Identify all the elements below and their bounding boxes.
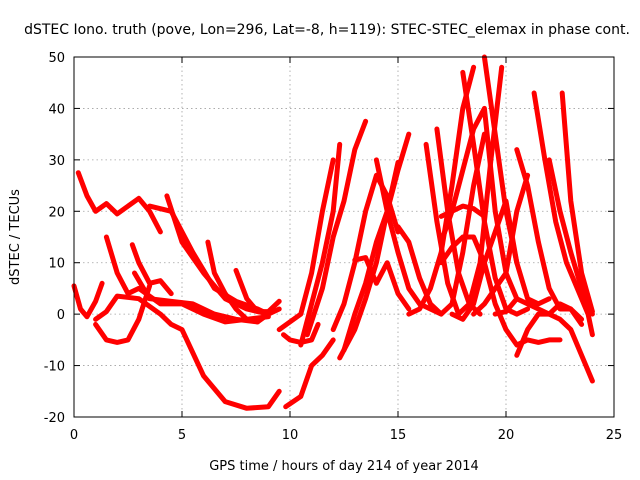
series-line-arc-5 xyxy=(93,293,282,411)
series-line-arc-19 xyxy=(341,159,401,353)
chart-title: dSTEC Iono. truth (pove, Lon=296, Lat=-8… xyxy=(24,22,630,38)
y-tick-label: 20 xyxy=(48,205,65,220)
series-line-arc-37 xyxy=(514,311,595,384)
y-tick-label: 0 xyxy=(57,308,65,323)
series-line-arc-8 xyxy=(147,203,271,317)
y-tick-label: -20 xyxy=(44,411,65,426)
plot-frame xyxy=(73,56,615,418)
series-line-arc-26 xyxy=(438,105,520,302)
x-tick-label: 15 xyxy=(390,428,407,443)
series-line-arc-15 xyxy=(298,141,343,348)
series-line-arc-14 xyxy=(276,157,336,333)
series-line-arc-10 xyxy=(205,239,282,325)
series-line-arc-21 xyxy=(373,157,444,317)
series-line-arc-36 xyxy=(559,90,595,315)
series-line-arc-3 xyxy=(93,283,153,345)
series-line-arc-7 xyxy=(132,270,261,325)
series-line-arc-32 xyxy=(438,203,487,219)
series-line-arc-9 xyxy=(164,193,271,317)
y-tick-label: -10 xyxy=(44,360,65,375)
series-line-arc-17 xyxy=(330,172,401,333)
series-line-arc-34 xyxy=(531,90,595,338)
series-line-arc-27 xyxy=(449,198,552,322)
grid-lines xyxy=(74,57,614,417)
y-tick-label: 10 xyxy=(48,257,65,272)
series-line-arc-38 xyxy=(492,296,585,327)
series-line-arc-2 xyxy=(71,280,105,320)
series-line-arc-30 xyxy=(438,234,563,348)
y-tick-label: 40 xyxy=(48,102,65,117)
series-line-arc-1 xyxy=(75,170,163,235)
series-line-arc-31 xyxy=(471,172,531,317)
y-axis-ticks: -20 -10 0 10 20 30 40 50 xyxy=(44,51,614,426)
y-axis-label: dSTEC / TECUs xyxy=(8,189,23,285)
series-line-arc-16 xyxy=(304,118,369,338)
data-series xyxy=(71,54,595,411)
x-tick-label: 25 xyxy=(606,428,623,443)
series-line-arc-28 xyxy=(460,69,531,317)
x-axis-ticks: 0 5 10 15 20 25 xyxy=(70,57,622,443)
x-axis-label: GPS time / hours of day 214 of year 2014 xyxy=(209,459,479,474)
series-line-arc-20 xyxy=(352,255,412,312)
series-line-arc-11 xyxy=(233,267,282,315)
y-tick-label: 30 xyxy=(48,154,65,169)
x-tick-label: 10 xyxy=(282,428,299,443)
series-line-arc-6 xyxy=(129,242,174,297)
x-tick-label: 20 xyxy=(498,428,515,443)
x-tick-label: 5 xyxy=(178,428,186,443)
y-tick-label: 50 xyxy=(48,51,65,66)
series-line-arc-13 xyxy=(283,337,336,410)
series-line-arc-35 xyxy=(546,157,595,317)
x-tick-label: 0 xyxy=(70,428,78,443)
